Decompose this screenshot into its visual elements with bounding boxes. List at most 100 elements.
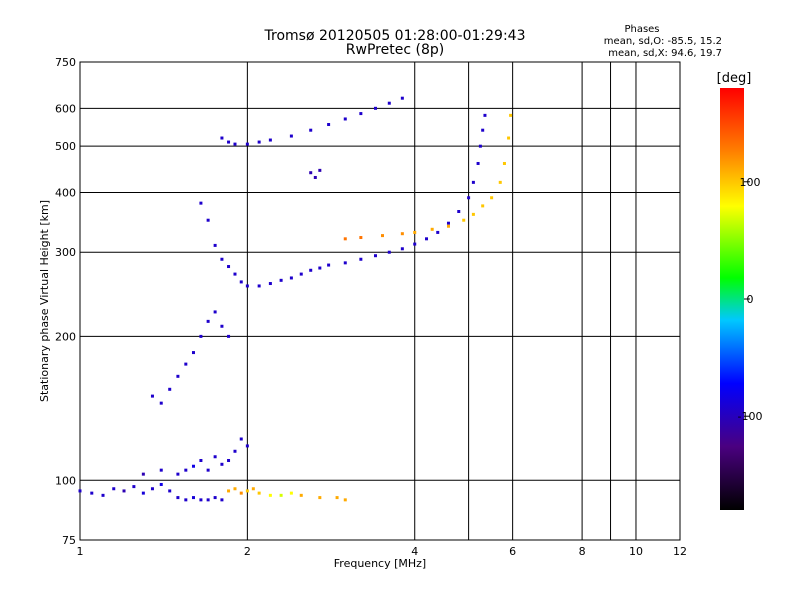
data-point [467,196,471,200]
phases-x-line: mean, sd,X: 94.6, 19.7 [608,48,722,59]
data-point [490,196,494,200]
data-point [436,230,440,234]
data-point [313,175,317,179]
data-point [343,117,347,121]
y-tick-label: 300 [55,246,76,259]
data-point [289,491,293,495]
plot-frame [79,61,681,541]
data-point [309,171,313,175]
colorbar-tick-label: 0 [747,293,754,306]
data-point [191,351,195,355]
data-point [233,487,237,491]
data-point [309,128,313,132]
data-point [159,482,163,486]
data-point [176,472,180,476]
data-point [176,374,180,378]
y-tick-label: 75 [62,534,76,547]
x-axis-label: Frequency [MHz] [334,557,426,570]
data-point [168,489,172,493]
data-point [199,498,203,502]
data-point [289,276,293,280]
data-point [245,142,249,146]
colorbar-tick-label: 100 [740,176,761,189]
data-point [227,489,231,493]
data-point [507,136,511,140]
x-tick-label: 6 [509,545,516,558]
data-point [184,468,188,472]
phases-o-line: mean, sd,O: -85.5, 15.2 [604,36,722,47]
data-point [112,487,116,491]
data-point [343,498,347,502]
data-point [380,234,384,238]
colorbar: [deg] 100 0 -100 [717,71,763,510]
y-tick-label: 500 [55,140,76,153]
data-point [141,491,145,495]
data-point [199,201,203,205]
data-point [318,266,322,270]
data-point [413,230,417,234]
data-point [359,112,363,116]
data-point [400,247,404,251]
data-point [318,496,322,500]
data-point [184,362,188,366]
data-point [471,212,475,216]
data-point [446,224,450,228]
data-point [213,455,217,459]
y-tick-label: 200 [55,330,76,343]
data-point [327,263,331,267]
data-point [387,250,391,254]
data-point [268,282,272,286]
data-point [199,334,203,338]
x-tick-label: 8 [579,545,586,558]
data-point [400,232,404,236]
data-point [318,168,322,172]
data-point [159,401,163,405]
phases-heading: Phases [624,24,659,35]
data-point [251,487,255,491]
data-point [299,493,303,497]
data-point [457,210,461,214]
data-points [78,96,513,502]
data-point [476,161,480,165]
data-point [373,254,377,258]
data-point [509,113,513,117]
colorbar-tick-label: -100 [738,410,763,423]
data-point [239,437,243,441]
data-point [206,218,210,222]
data-point [502,161,506,165]
data-point [245,489,249,493]
y-tick-label: 100 [55,474,76,487]
data-point [191,464,195,468]
data-point [481,128,485,132]
y-axis-ticks: 75 100 200 300 400 500 600 750 [55,56,76,547]
data-point [498,180,502,184]
y-tick-label: 600 [55,102,76,115]
data-point [220,498,224,502]
data-point [78,489,82,493]
data-point [387,101,391,105]
data-point [191,496,195,500]
data-point [425,237,429,241]
data-point [245,284,249,288]
data-point [239,491,243,495]
data-point [400,96,404,100]
data-point [213,496,217,500]
data-point [213,310,217,314]
x-tick-label: 12 [673,545,687,558]
data-point [227,334,231,338]
data-point [199,458,203,462]
data-point [220,462,224,466]
data-point [268,493,272,497]
data-point [101,493,105,497]
data-point [299,272,303,276]
x-tick-label: 1 [77,545,84,558]
data-point [462,218,466,222]
x-tick-label: 2 [244,545,251,558]
data-point [239,280,243,284]
data-point [227,265,231,269]
data-point [90,491,94,495]
data-point [150,487,154,491]
data-point [446,221,450,225]
